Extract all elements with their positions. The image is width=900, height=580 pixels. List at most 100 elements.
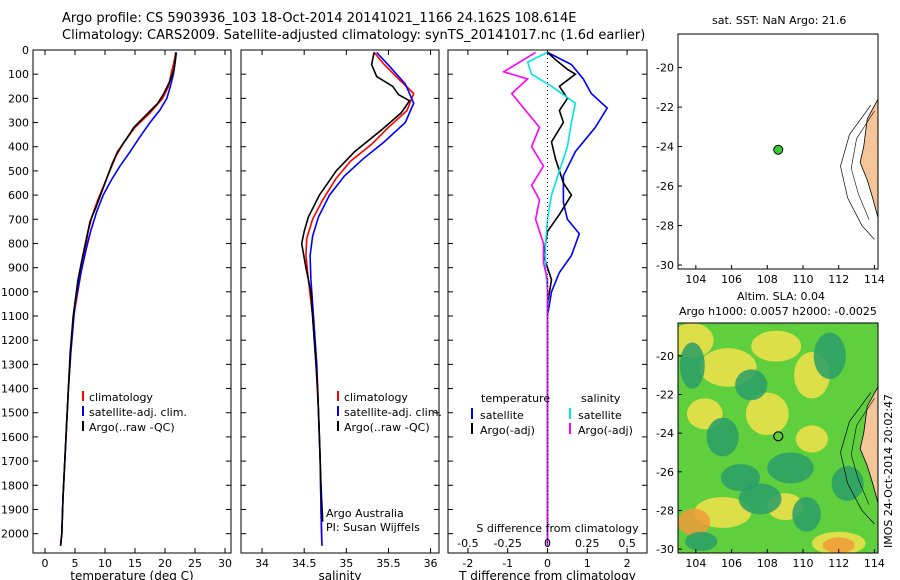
sla-high-blob: [751, 330, 802, 362]
sla-low-blob: [706, 417, 739, 457]
imos-timestamp-label: IMOS 24-Oct-2014 20:02:47: [882, 394, 895, 548]
sla-low-blob: [738, 483, 782, 515]
temperature-xtick-label: 20: [158, 557, 172, 570]
sla-map-ytick-label: -30: [656, 543, 674, 556]
salinity-panel: 34 34.5 35 35.5 36 salinity climatology satelli…: [240, 49, 442, 580]
land-polygon: [859, 34, 879, 218]
location-map-ytick-label: -28: [656, 220, 674, 233]
depth-tick-label: 1400: [1, 383, 29, 396]
depth-tick-label: 1900: [1, 503, 29, 516]
sla-map-ytick-label: -24: [656, 427, 674, 440]
location-map-panel: 104 106 108 110 112 114 -20 -22 -24 -26 -28 -30: [656, 33, 885, 286]
location-map-ytick-label: -22: [656, 101, 674, 114]
diff-legend-entry: satellite: [578, 409, 622, 422]
land-polygon: [859, 323, 879, 503]
sdiff-axis-label: S difference from climatology: [476, 522, 639, 535]
salinity-frame: [240, 49, 440, 554]
depth-tick-label: 1100: [1, 310, 29, 323]
location-map-ytick-label: -26: [656, 180, 674, 193]
figure-title-line1: Argo profile: CS 5903936_103 18-Oct-2014…: [62, 11, 577, 26]
figure-title-line2: Climatology: CARS2009. Satellite-adjuste…: [62, 28, 646, 43]
diff-legend-entry: Argo(-adj): [480, 424, 535, 437]
location-map-xtick-label: 108: [757, 273, 778, 286]
sla-map-frame: [677, 322, 879, 554]
sla-peak-blob: [822, 537, 855, 553]
sdiff-tick-label: -0.5: [457, 537, 478, 550]
temperature-xtick-label: 0: [42, 557, 49, 570]
depth-tick-label: 1500: [1, 407, 29, 420]
sla-map-ytick-label: -26: [656, 466, 674, 479]
temperature-series-argo-raw-qc-: [59, 52, 177, 546]
sla-map-ytick-label: -22: [656, 389, 674, 402]
sla-high-blob: [795, 425, 829, 453]
salinity-annotation-line1: Argo Australia: [326, 507, 404, 520]
salinity-xlabel: salinity: [318, 569, 361, 580]
diff-legend-entry: satellite: [480, 409, 524, 422]
argo-location-marker: [773, 144, 784, 155]
location-map-frame: [677, 33, 879, 270]
depth-tick-label: 200: [8, 92, 29, 105]
location-map-xtick-label: 110: [793, 273, 814, 286]
location-map-xtick-label: 114: [864, 273, 885, 286]
location-map-title: sat. SST: NaN Argo: 21.6: [712, 14, 847, 27]
isobath-line: [850, 398, 875, 505]
temperature-series-satellite-adj-clim-: [59, 52, 178, 546]
depth-tick-label: 1200: [1, 334, 29, 347]
sla-map-ytick-label: -28: [656, 504, 674, 517]
temperature-legend-entry: satellite-adj. clim.: [89, 406, 187, 419]
sla-map-xtick-label: 106: [721, 557, 742, 570]
sla-map-xtick-label: 104: [685, 557, 706, 570]
location-map-ytick-label: -20: [656, 62, 674, 75]
depth-tick-label: 400: [8, 141, 29, 154]
sla-map-ytick-label: -20: [656, 350, 674, 363]
sla-low-blob: [685, 531, 718, 552]
sla-high-blob: [745, 392, 789, 436]
temperature-frame: [32, 49, 232, 554]
salinity-legend-entry: satellite-adj. clim.: [344, 406, 442, 419]
sla-field: [678, 323, 866, 553]
salinity-xtick-label: 34: [255, 557, 269, 570]
salinity-legend-entry: Argo(..raw -QC): [344, 421, 430, 434]
salinity-xtick-label: 35.5: [376, 557, 401, 570]
salinity-legend-entry: climatology: [344, 391, 408, 404]
sla-low-blob: [735, 369, 768, 401]
sla-map-xtick-label: 114: [864, 557, 885, 570]
depth-tick-label: 500: [8, 165, 29, 178]
salinity-series-satellite-adj-clim-: [309, 51, 415, 546]
sdiff-tick-label: 0.25: [575, 537, 600, 550]
temperature-xtick-label: 25: [188, 557, 202, 570]
sdiff-tick-label: 0: [544, 537, 551, 550]
location-map-xtick-label: 112: [828, 273, 849, 286]
temperature-xtick-label: 5: [72, 557, 79, 570]
temperature-xtick-label: 30: [218, 557, 232, 570]
sla-map-title-line2: Argo h1000: 0.0057 h2000: -0.0025: [679, 305, 877, 318]
difference-series-satellite: [546, 51, 609, 546]
location-map-xtick-label: 104: [685, 273, 706, 286]
sla-low-blob: [813, 332, 846, 380]
difference-xtick-label: 1: [584, 557, 591, 570]
salinity-annotation-line2: PI: Susan Wijffels: [326, 521, 420, 534]
depth-tick-label: 300: [8, 117, 29, 130]
temperature-xtick-label: 15: [128, 557, 142, 570]
location-map-ytick-label: -30: [656, 259, 674, 272]
sla-peak-blob: [678, 508, 711, 536]
sdiff-tick-label: 0.5: [618, 537, 636, 550]
isobath-line: [840, 104, 875, 240]
diff-legend-header-temperature: temperature: [481, 392, 550, 405]
depth-tick-label: 2000: [1, 528, 29, 541]
difference-xtick-label: -2: [462, 557, 473, 570]
depth-tick-label: 1600: [1, 431, 29, 444]
temperature-series-climatology: [59, 52, 177, 546]
depth-tick-label: 900: [8, 262, 29, 275]
diff-legend-header-salinity: salinity: [581, 392, 621, 405]
temperature-panel: 0 5 10 15 20 25 300100200300400500600700800900…: [1, 44, 232, 580]
isobath-line: [850, 110, 875, 220]
temperature-legend-entry: climatology: [89, 391, 153, 404]
difference-xtick-label: 0: [544, 557, 551, 570]
salinity-series-argo-raw-qc-: [300, 52, 411, 522]
depth-tick-label: 600: [8, 189, 29, 202]
depth-tick-label: 100: [8, 68, 29, 81]
difference-panel: -2 -1 0 1 2T difference from climatology -0.5…: [447, 49, 648, 580]
location-map-xtick-label: 106: [721, 273, 742, 286]
sla-map-title-line1: Altim. SLA: 0.04: [737, 290, 826, 303]
